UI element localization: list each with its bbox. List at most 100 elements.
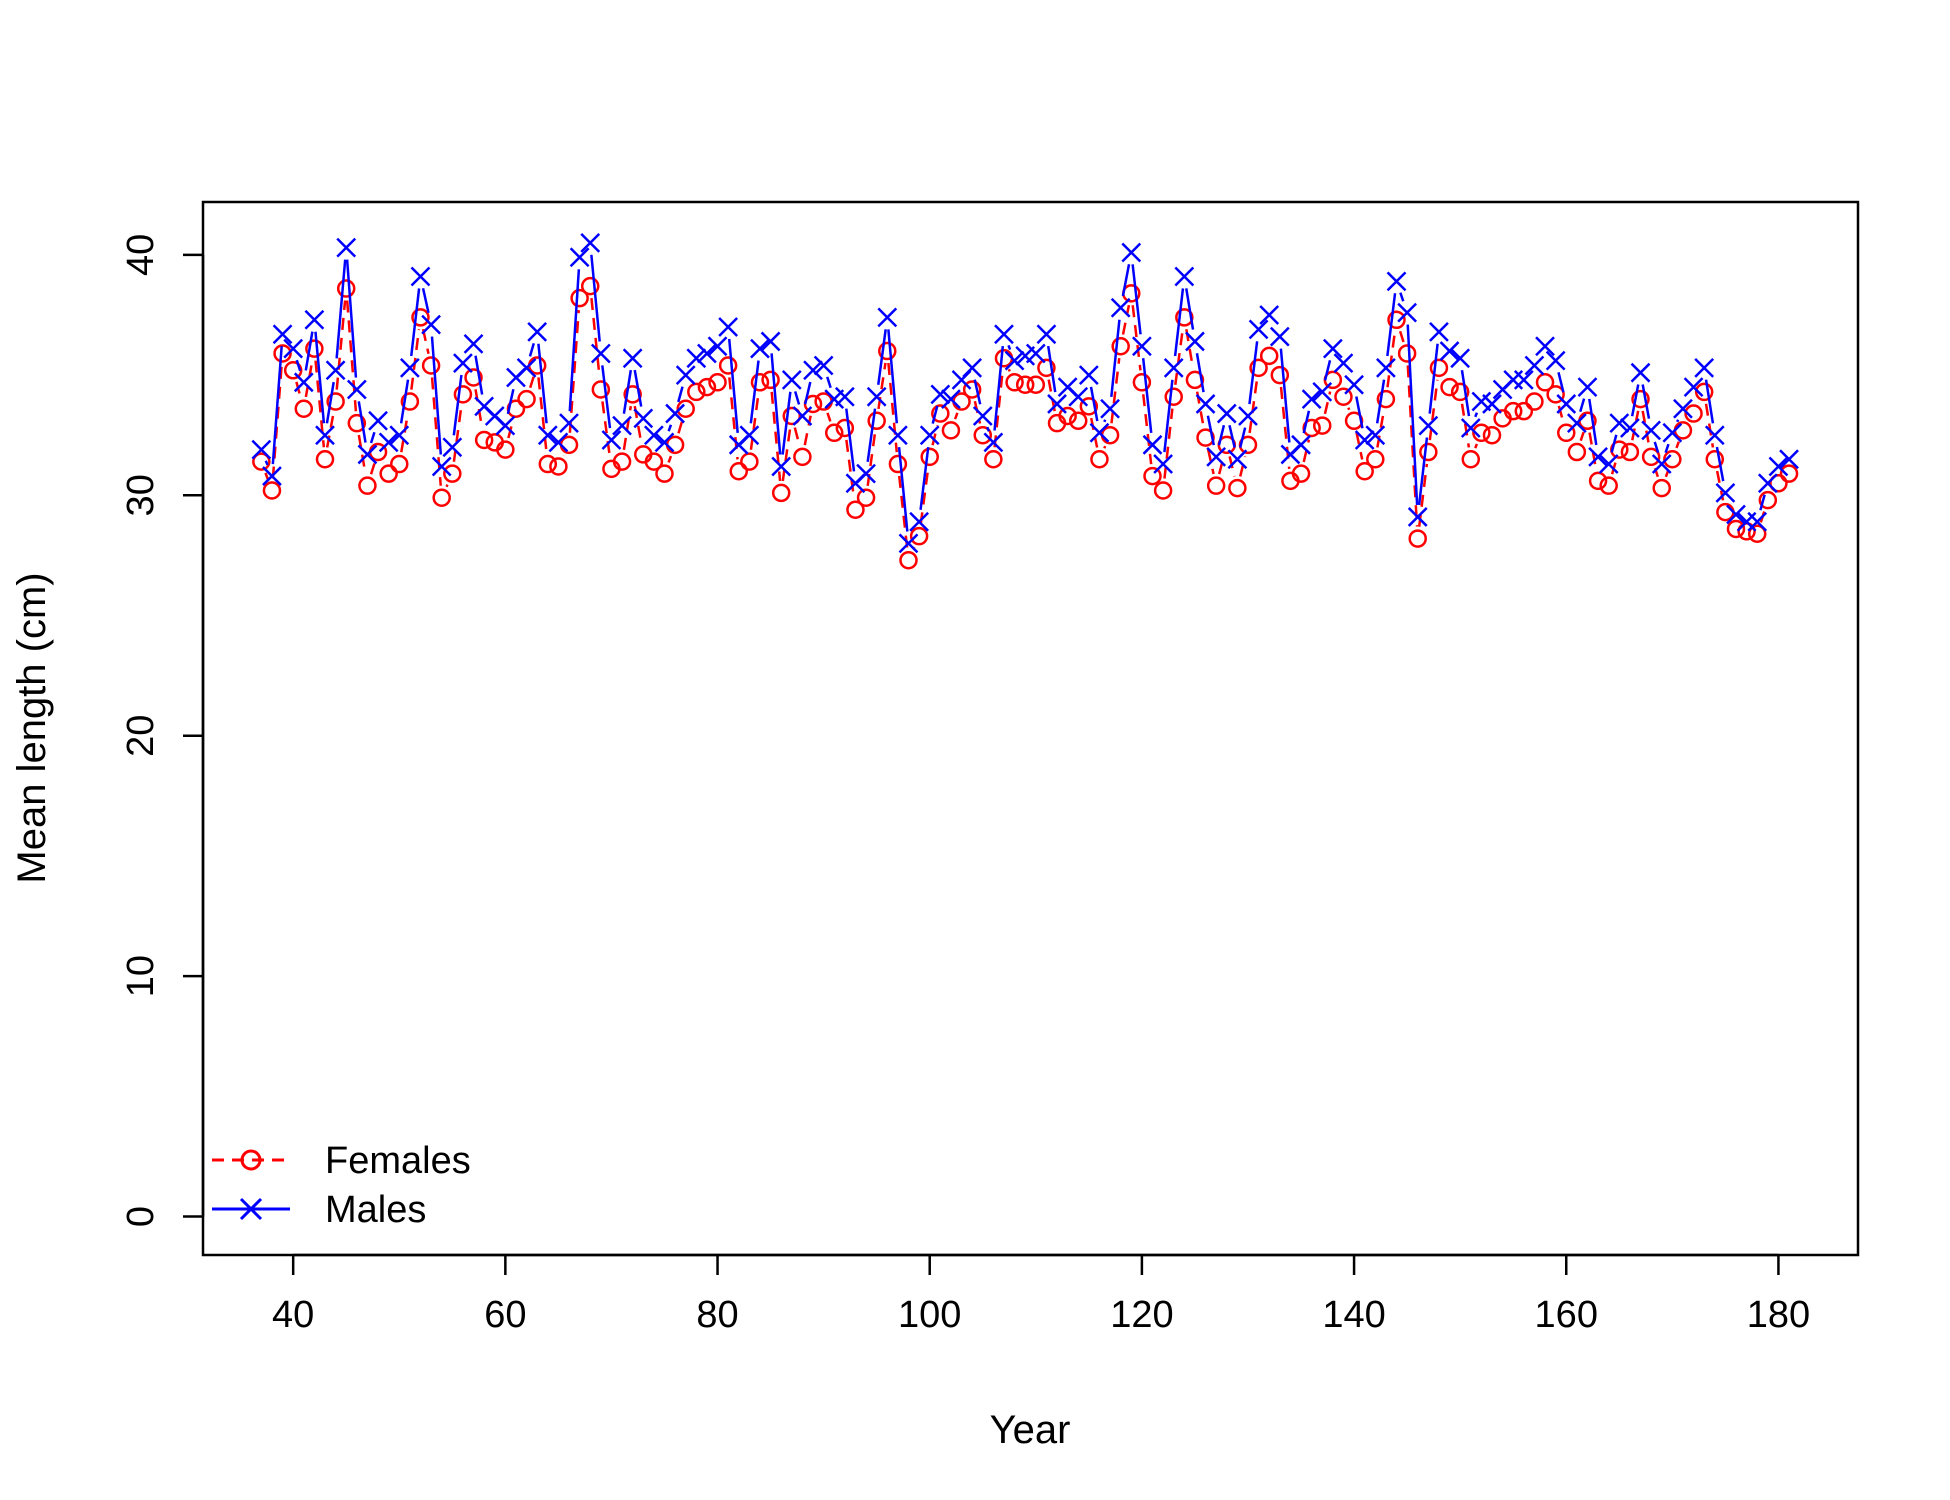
series-segment (993, 370, 1004, 448)
data-point (1355, 462, 1374, 481)
data-point (1174, 266, 1195, 287)
series-segment (1248, 379, 1259, 434)
data-point (1270, 365, 1290, 385)
data-point (1630, 362, 1651, 383)
series-segment (986, 426, 991, 432)
y-axis-label: Mean length (cm) (10, 572, 54, 883)
data-point (1599, 476, 1618, 495)
series-segment (410, 288, 421, 357)
data-point (1153, 454, 1173, 474)
series-segment (1664, 443, 1670, 454)
series-segment (1007, 344, 1012, 350)
data-point (283, 338, 304, 359)
series-segment (537, 343, 548, 424)
series-segment (1110, 319, 1121, 397)
data-point (336, 237, 357, 258)
data-point (421, 356, 441, 375)
x-tick-label: 60 (484, 1294, 526, 1336)
data-point (1620, 418, 1640, 438)
series-segment (314, 331, 326, 424)
data-point (877, 307, 898, 328)
data-point (750, 338, 770, 359)
data-point (1663, 449, 1682, 469)
data-point (357, 444, 378, 465)
data-point (909, 511, 929, 532)
series-segment (1239, 427, 1247, 448)
data-point (1450, 382, 1470, 402)
data-point (549, 457, 568, 476)
series-segment (677, 419, 684, 434)
data-point (1588, 471, 1608, 491)
series-segment (304, 360, 314, 398)
data-point (1334, 387, 1353, 406)
data-point (973, 425, 993, 445)
x-tick-label: 140 (1322, 1294, 1385, 1336)
series-segment (335, 259, 347, 359)
series-segment (919, 446, 930, 510)
series-segment (452, 406, 463, 462)
series-segment (369, 431, 376, 444)
data-point (1768, 456, 1789, 477)
data-point (347, 413, 367, 433)
data-point (358, 476, 377, 495)
series-segment (931, 405, 939, 424)
data-point (718, 317, 739, 337)
data-point (569, 247, 590, 268)
data-point (1312, 416, 1332, 435)
data-point (1525, 392, 1544, 411)
data-point (1216, 403, 1237, 424)
data-point (697, 377, 717, 397)
data-point (1143, 466, 1162, 486)
series-segment (1386, 331, 1397, 388)
series-segment (931, 424, 939, 446)
data-point (1175, 308, 1194, 327)
data-point (591, 380, 611, 399)
x-tick-label: 40 (272, 1294, 314, 1336)
data-point (262, 481, 282, 500)
data-point (1111, 336, 1130, 356)
series-segment (1206, 449, 1215, 475)
data-point (1079, 397, 1099, 416)
data-point (389, 425, 410, 446)
series-segment (953, 412, 959, 420)
data-point (1132, 373, 1152, 392)
data-point (421, 314, 441, 335)
data-point (1163, 358, 1184, 378)
data-point (251, 439, 272, 460)
data-point (273, 344, 292, 363)
data-point (1460, 418, 1481, 438)
series-segment (1704, 403, 1715, 448)
data-point (516, 358, 537, 378)
series-segment (1579, 431, 1585, 442)
series-segment (1715, 446, 1725, 482)
series-segment (400, 413, 410, 453)
data-point (601, 430, 622, 450)
data-point (1524, 355, 1545, 376)
series-segment (1323, 391, 1332, 415)
data-point (867, 411, 886, 431)
series-segment (1579, 398, 1586, 413)
data-point (1482, 425, 1502, 445)
data-point (1747, 524, 1767, 544)
data-point (1322, 338, 1343, 359)
data-point (899, 550, 918, 570)
data-point (1269, 326, 1290, 347)
data-point (1142, 434, 1163, 455)
data-point (1757, 473, 1778, 494)
data-point (1110, 297, 1131, 318)
data-point (1694, 382, 1714, 402)
x-tick-label: 180 (1747, 1294, 1810, 1336)
data-point (1164, 387, 1183, 406)
x-tick-label: 120 (1110, 1294, 1173, 1336)
data-point (580, 276, 600, 296)
series-segment (826, 412, 832, 422)
series-segment (325, 413, 335, 448)
data-point (1249, 358, 1268, 378)
data-point (623, 385, 642, 404)
series-segment (1675, 441, 1680, 449)
data-point (570, 288, 589, 308)
data-point (1185, 370, 1205, 390)
series-segment (1007, 368, 1011, 372)
series-segment (295, 381, 302, 398)
